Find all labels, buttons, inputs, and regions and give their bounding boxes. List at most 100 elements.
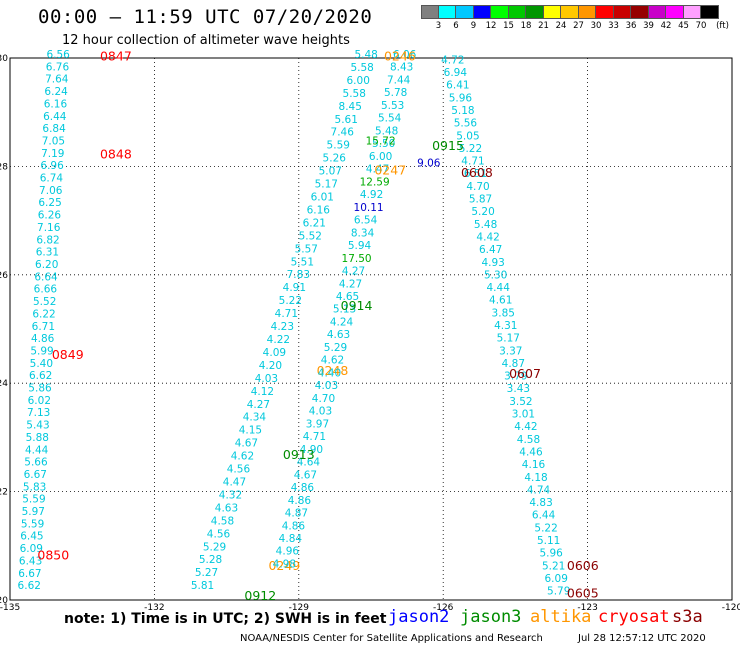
wave-height-value: 5.86 [28,383,52,395]
wave-height-value: 6.96 [40,160,64,172]
legend-swatch [526,5,544,19]
wave-height-value: 5.30 [484,269,507,281]
wave-height-value: 4.09 [263,347,286,359]
lat-tick-label: 28 [0,162,8,172]
wave-height-value: 4.61 [489,295,512,307]
lat-tick-label: 22 [0,488,8,498]
wave-height-value: 4.58 [517,434,540,446]
wave-height-value: 5.99 [30,345,53,357]
pass-time-label: 0247 [374,163,406,178]
pass-time-label: 0606 [567,558,599,573]
wave-height-value: 6.09 [545,573,568,585]
lon-tick-label: -120 [722,603,740,613]
wave-height-value: 5.88 [26,432,49,444]
wave-height-value: 5.52 [299,230,322,242]
wave-height-value: 5.48 [474,219,497,231]
wave-height-value: 8.43 [390,62,413,74]
wave-height-value: 4.67 [235,438,258,450]
wave-height-value: 15.72 [366,136,396,148]
timestamp-text: Jul 28 12:57:12 UTC 2020 [578,633,706,644]
wave-height-value: 5.59 [21,518,44,530]
pass-time-label: 0850 [37,547,69,562]
legend-swatch [438,5,456,19]
wave-height-value: 6.22 [32,308,55,320]
wave-height-value: 7.19 [41,148,64,160]
wave-height-value: 4.63 [215,502,238,514]
legend-label: 3 [435,21,442,31]
wave-height-value: 5.22 [279,295,302,307]
wave-height-value: 8.34 [351,227,375,239]
wave-height-value: 5.97 [22,506,45,518]
legend-labels: 3 6 9 12 15 18 21 24 27 30 33 36 39 42 45 70 (ft) [421,21,729,35]
wave-height-value: 4.27 [339,278,362,290]
legend-swatch [578,5,596,19]
wave-height-value: 5.18 [451,105,474,117]
wave-height-value: 4.63 [327,329,350,341]
wave-height-value: 4.42 [476,231,499,243]
wave-height-value: 10.11 [354,202,384,214]
wave-height-value: 5.22 [534,522,557,534]
wave-height-value: 5.40 [30,358,53,370]
pass-time-label: 0914 [341,298,373,313]
wave-height-value: 6.44 [43,111,67,123]
wave-height-value: 6.56 [46,49,70,61]
wave-height-value: 6.67 [18,568,41,580]
legend-swatch [543,5,561,19]
wave-height-value: 6.74 [40,173,64,185]
wave-height-value: 4.87 [285,508,308,520]
wave-height-value: 5.59 [22,494,45,506]
satellite-label-jason2: jason2 [388,607,450,627]
wave-height-value: 4.84 [279,533,303,545]
wave-height-value: 4.72 [441,54,464,66]
wave-height-value: 3.52 [509,396,532,408]
wave-height-value: 6.62 [29,370,52,382]
wave-height-value: 5.57 [295,243,318,255]
wave-height-value: 6.25 [38,197,61,209]
pass-time-label: 0847 [100,49,132,64]
legend-label: 9 [470,21,477,31]
wave-height-value: 4.46 [519,446,543,458]
wave-height-value: 3.37 [499,345,522,357]
wave-height-value: 4.03 [309,406,332,418]
wave-height-value: 4.47 [366,164,389,176]
wave-height-value: 5.96 [449,92,473,104]
pass-time-label: 0248 [317,363,349,378]
wave-height-value: 5.20 [471,206,494,218]
wave-height-value: 6.54 [354,215,378,227]
wave-height-value: 4.86 [291,482,315,494]
wave-height-value: 4.83 [529,497,552,509]
wave-height-value: 4.91 [283,282,306,294]
wave-height-value: 4.92 [360,189,383,201]
wave-height-value: 4.71 [461,156,484,168]
wave-height-value: 5.87 [469,194,492,206]
wave-height-value: 5.96 [539,548,563,560]
legend-unit: (ft) [716,21,729,31]
wave-height-value: 6.76 [46,61,70,73]
legend-label: 12 [485,21,497,31]
legend-swatch [683,5,701,19]
wave-height-value: 5.66 [24,457,48,469]
legend-label: 36 [625,21,637,31]
wave-height-value: 6.67 [24,469,47,481]
pass-time-label: 0607 [509,366,541,381]
wave-height-value: 5.79 [547,586,570,598]
wave-height-value: 4.44 [487,282,511,294]
wave-height-value: 4.47 [223,477,246,489]
wave-height-value: 5.48 [375,125,398,137]
wave-height-value: 4.31 [494,320,517,332]
legend-swatch [648,5,666,19]
wave-height-value: 4.18 [524,472,547,484]
wave-height-value: 6.06 [393,49,417,61]
wave-height-value: 6.94 [444,67,468,79]
legend-label: 30 [590,21,602,31]
wave-height-value: 5.94 [348,240,372,252]
wave-height-value: 5.26 [323,153,347,165]
wave-height-value: 6.82 [36,234,59,246]
wave-height-value: 4.15 [239,425,262,437]
wave-height-value: 4.34 [243,412,267,424]
legend-label: 70 [695,21,707,31]
wave-height-value: 6.26 [38,210,62,222]
legend-swatch [613,5,631,19]
wave-height-value: 6.66 [34,284,58,296]
